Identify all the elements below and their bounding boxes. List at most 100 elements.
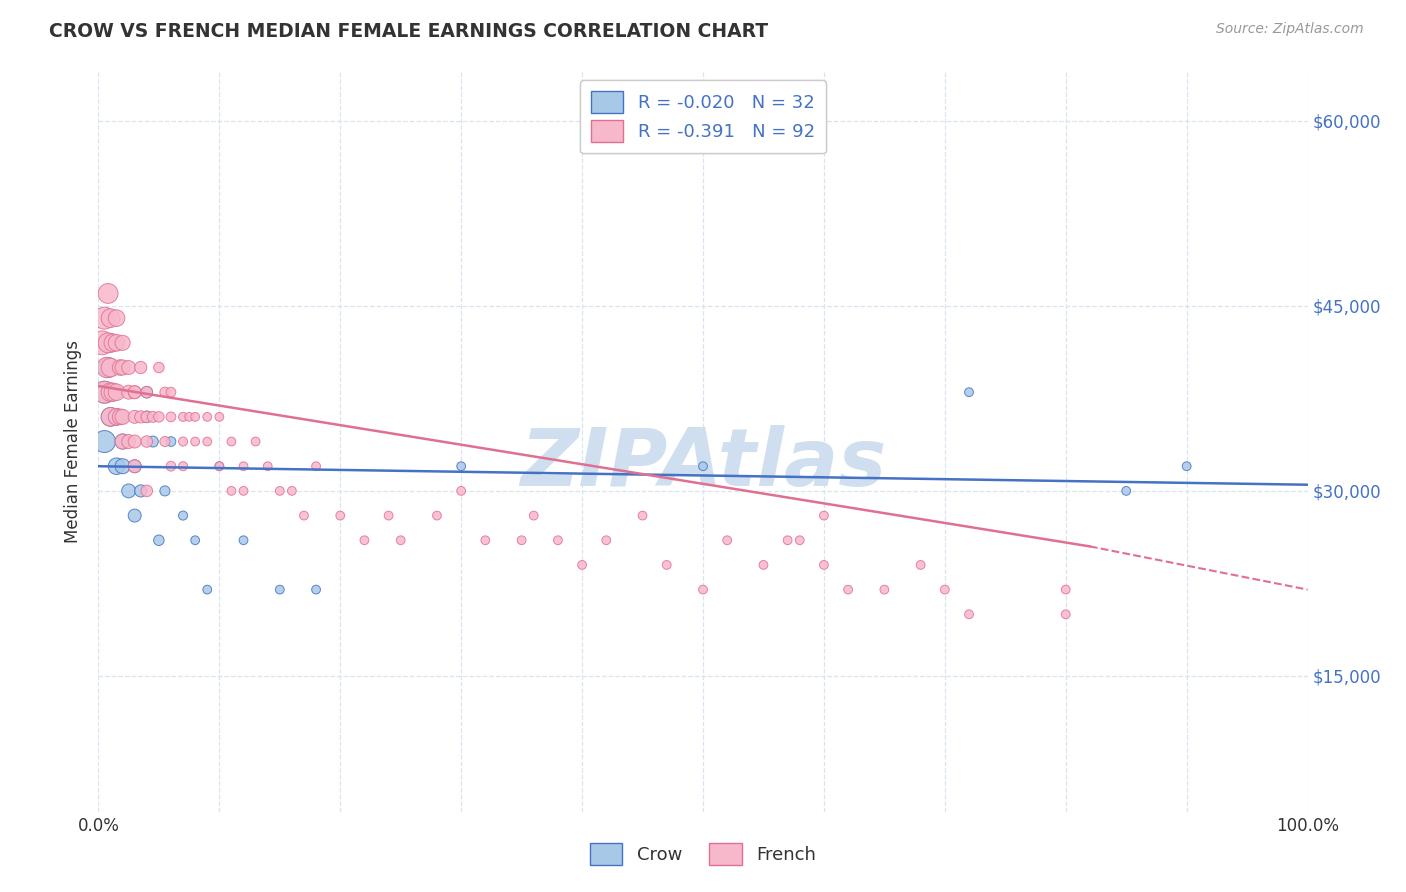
Text: Source: ZipAtlas.com: Source: ZipAtlas.com bbox=[1216, 22, 1364, 37]
Point bbox=[776, 533, 799, 548]
Point bbox=[118, 360, 141, 375]
Legend: R = -0.020   N = 32, R = -0.391   N = 92: R = -0.020 N = 32, R = -0.391 N = 92 bbox=[581, 80, 825, 153]
Point bbox=[97, 360, 120, 375]
Point bbox=[269, 483, 291, 498]
Point bbox=[118, 385, 141, 400]
Point bbox=[118, 434, 141, 449]
Point bbox=[105, 311, 128, 326]
Point bbox=[813, 508, 835, 523]
Point bbox=[100, 385, 122, 400]
Point bbox=[353, 533, 375, 548]
Point bbox=[1054, 582, 1077, 597]
Point bbox=[329, 508, 352, 523]
Point bbox=[160, 409, 183, 424]
Point bbox=[1175, 459, 1198, 474]
Point bbox=[934, 582, 956, 597]
Point bbox=[135, 483, 157, 498]
Point bbox=[245, 434, 267, 449]
Point bbox=[101, 335, 124, 350]
Point bbox=[135, 385, 157, 400]
Point bbox=[474, 533, 496, 548]
Point bbox=[172, 459, 194, 474]
Point bbox=[129, 409, 152, 424]
Point bbox=[910, 558, 932, 572]
Point bbox=[172, 409, 194, 424]
Point bbox=[221, 483, 243, 498]
Text: CROW VS FRENCH MEDIAN FEMALE EARNINGS CORRELATION CHART: CROW VS FRENCH MEDIAN FEMALE EARNINGS CO… bbox=[49, 22, 768, 41]
Point bbox=[571, 558, 593, 572]
Point bbox=[105, 385, 128, 400]
Point bbox=[105, 409, 128, 424]
Point bbox=[93, 385, 115, 400]
Point bbox=[124, 459, 146, 474]
Point bbox=[93, 385, 115, 400]
Point bbox=[100, 409, 122, 424]
Point bbox=[208, 409, 231, 424]
Point bbox=[692, 582, 714, 597]
Point bbox=[153, 483, 176, 498]
Point bbox=[450, 483, 472, 498]
Point bbox=[179, 409, 201, 424]
Point bbox=[148, 360, 170, 375]
Point bbox=[269, 582, 291, 597]
Point bbox=[837, 582, 859, 597]
Point bbox=[789, 533, 811, 548]
Point bbox=[100, 360, 122, 375]
Point bbox=[160, 434, 183, 449]
Point bbox=[129, 360, 152, 375]
Point bbox=[208, 459, 231, 474]
Point bbox=[292, 508, 315, 523]
Point bbox=[184, 533, 207, 548]
Point bbox=[111, 409, 134, 424]
Point bbox=[221, 434, 243, 449]
Point bbox=[124, 434, 146, 449]
Point bbox=[100, 409, 122, 424]
Point bbox=[148, 533, 170, 548]
Point bbox=[111, 335, 134, 350]
Point bbox=[111, 459, 134, 474]
Point bbox=[305, 582, 328, 597]
Point bbox=[111, 434, 134, 449]
Point bbox=[160, 459, 183, 474]
Point bbox=[595, 533, 617, 548]
Point bbox=[142, 434, 165, 449]
Point bbox=[124, 385, 146, 400]
Point bbox=[97, 286, 120, 301]
Point bbox=[101, 385, 124, 400]
Point bbox=[547, 533, 569, 548]
Legend: Crow, French: Crow, French bbox=[581, 834, 825, 874]
Point bbox=[93, 434, 115, 449]
Point bbox=[172, 434, 194, 449]
Point bbox=[124, 409, 146, 424]
Point bbox=[195, 582, 218, 597]
Y-axis label: Median Female Earnings: Median Female Earnings bbox=[65, 340, 83, 543]
Point bbox=[108, 360, 131, 375]
Point bbox=[135, 434, 157, 449]
Point bbox=[389, 533, 412, 548]
Point bbox=[692, 459, 714, 474]
Point bbox=[142, 409, 165, 424]
Point bbox=[124, 385, 146, 400]
Point bbox=[655, 558, 678, 572]
Point bbox=[118, 483, 141, 498]
Point bbox=[195, 409, 218, 424]
Point bbox=[135, 385, 157, 400]
Point bbox=[450, 459, 472, 474]
Point bbox=[124, 508, 146, 523]
Point bbox=[752, 558, 775, 572]
Point bbox=[631, 508, 654, 523]
Point bbox=[129, 483, 152, 498]
Point bbox=[957, 607, 980, 622]
Point bbox=[93, 311, 115, 326]
Point bbox=[256, 459, 278, 474]
Point bbox=[153, 385, 176, 400]
Point bbox=[184, 409, 207, 424]
Point bbox=[716, 533, 738, 548]
Point bbox=[108, 409, 131, 424]
Point bbox=[873, 582, 896, 597]
Text: ZIPAtlas: ZIPAtlas bbox=[520, 425, 886, 503]
Point bbox=[377, 508, 399, 523]
Point bbox=[510, 533, 533, 548]
Point bbox=[111, 434, 134, 449]
Point bbox=[160, 385, 183, 400]
